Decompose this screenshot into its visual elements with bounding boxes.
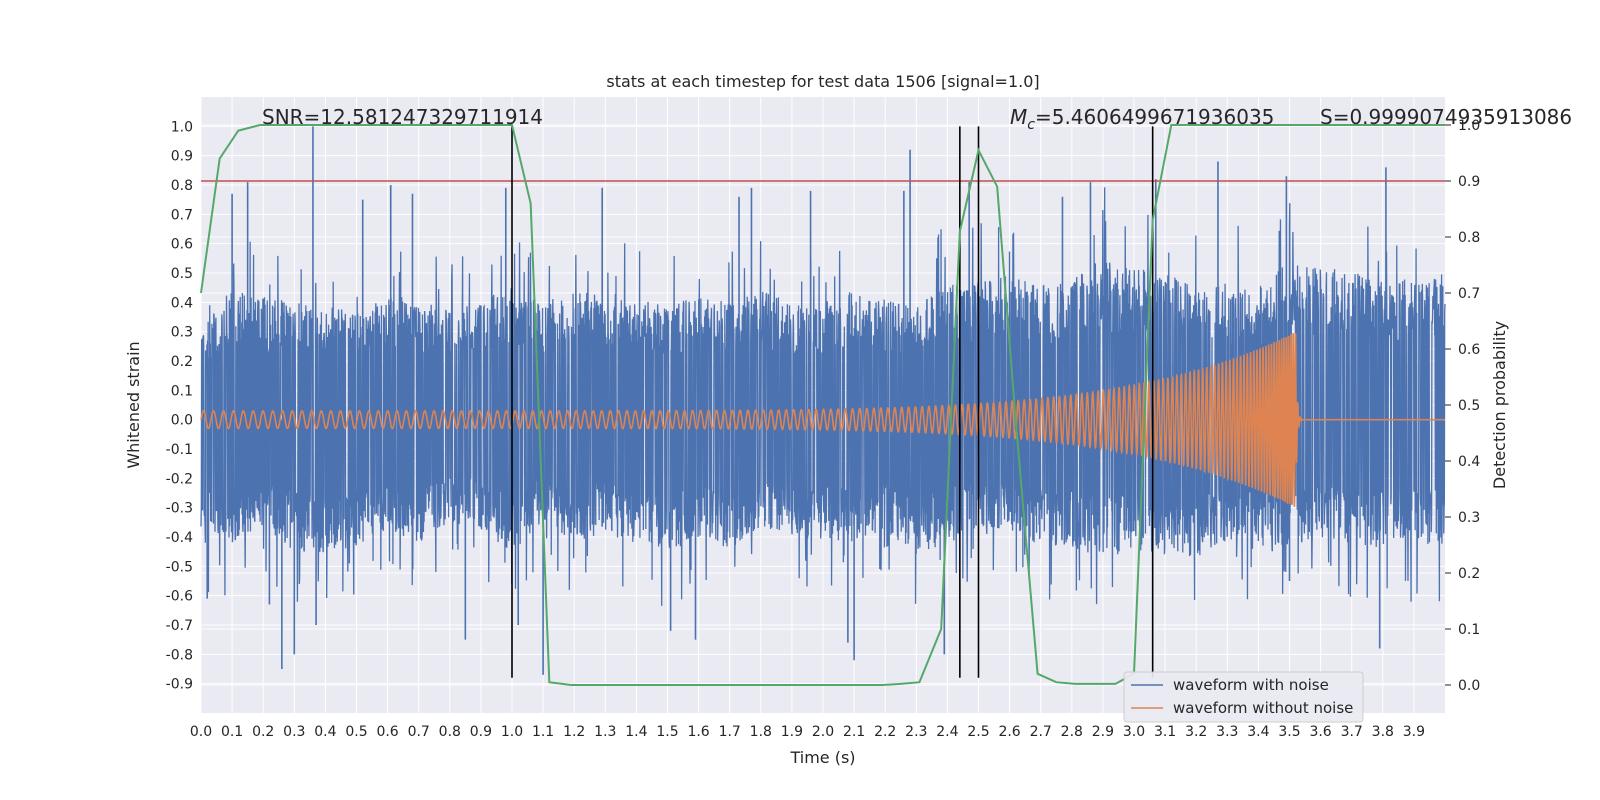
y-tick-label: -0.4 — [166, 530, 193, 546]
x-tick-label: 2.6 — [998, 724, 1020, 740]
x-tick-label: 1.7 — [719, 724, 741, 740]
x-tick-label: 2.7 — [1030, 724, 1052, 740]
series-detection-probability — [200, 124, 1445, 686]
x-tick-label: 2.5 — [967, 724, 989, 740]
x-tick-label: 1.1 — [532, 724, 554, 740]
x-tick-label: 0.4 — [314, 724, 336, 740]
y-tick-label: 0.7 — [171, 207, 193, 223]
right-y-tick-label: 0.5 — [1458, 398, 1480, 414]
x-tick-label: 2.2 — [874, 724, 896, 740]
y-tick-label: -0.2 — [166, 471, 193, 487]
x-tick-label: 0.8 — [439, 724, 461, 740]
x-tick-label: 3.2 — [1185, 724, 1207, 740]
x-tick-label: 0.5 — [345, 724, 367, 740]
right-y-axis-label: Detection probability — [1490, 321, 1509, 489]
y-tick-label: 0.0 — [171, 413, 193, 429]
x-tick-label: 1.2 — [563, 724, 585, 740]
y-tick-label: 0.5 — [171, 266, 193, 282]
x-tick-label: 1.6 — [687, 724, 709, 740]
x-tick-label: 2.3 — [905, 724, 927, 740]
right-y-tick-label: 0.3 — [1458, 510, 1480, 526]
x-tick-label: 3.7 — [1341, 724, 1363, 740]
legend-label-clean: waveform without noise — [1173, 699, 1353, 717]
right-y-tick-label: 0.9 — [1458, 174, 1480, 190]
x-tick-label: 0.7 — [408, 724, 430, 740]
x-tick-label: 0.1 — [221, 724, 243, 740]
x-tick-label: 3.8 — [1372, 724, 1394, 740]
legend-label-noise: waveform with noise — [1173, 676, 1329, 694]
right-y-tick-label: 0.6 — [1458, 342, 1480, 358]
right-y-tick-labels: 0.0 0.1 0.2 0.3 0.4 0.5 0.6 0.7 0.8 0.9 1.0 — [1445, 118, 1480, 694]
s-annotation: S=0.9999074935913086 — [1320, 105, 1572, 129]
y-tick-label: 0.6 — [171, 237, 193, 253]
x-tick-label: 2.4 — [936, 724, 958, 740]
x-tick-label: 1.3 — [594, 724, 616, 740]
right-y-tick-label: 0.1 — [1458, 622, 1480, 638]
y-tick-label: -0.8 — [166, 647, 193, 663]
y-tick-label: -0.6 — [166, 589, 193, 605]
right-y-tick-label: 0.4 — [1458, 454, 1480, 470]
chirp-mass-value: =5.4606499671936035 — [1035, 105, 1274, 129]
right-y-tick-label: 0.8 — [1458, 230, 1480, 246]
snr-annotation: SNR=12.581247329711914 — [262, 105, 543, 129]
y-tick-label: -0.5 — [166, 559, 193, 575]
x-tick-label: 2.8 — [1061, 724, 1083, 740]
chart-title: stats at each timestep for test data 150… — [606, 72, 1039, 91]
x-tick-label: 0.0 — [190, 724, 212, 740]
x-tick-labels: 0.0 0.1 0.2 0.3 0.4 0.5 0.6 0.7 0.8 0.9 1.0 1.1 1.2 1… — [190, 724, 1425, 740]
x-tick-label: 1.0 — [501, 724, 523, 740]
x-axis-label: Time (s) — [789, 748, 855, 767]
x-tick-label: 3.3 — [1216, 724, 1238, 740]
y-tick-label: 0.9 — [171, 149, 193, 165]
clean-trace — [200, 332, 1445, 507]
x-tick-label: 2.1 — [843, 724, 865, 740]
right-y-tick-label: 1.0 — [1458, 118, 1480, 134]
x-tick-label: 3.6 — [1309, 724, 1331, 740]
y-tick-label: 0.3 — [171, 325, 193, 341]
x-tick-label: 0.6 — [376, 724, 398, 740]
x-tick-label: 1.5 — [656, 724, 678, 740]
y-tick-label: 1.0 — [171, 119, 193, 135]
y-tick-label: -0.3 — [166, 501, 193, 517]
x-tick-label: 3.5 — [1278, 724, 1300, 740]
noise-trace — [200, 187, 1446, 606]
probability-trace — [200, 124, 1445, 686]
chirp-mass-annotation: Mc=5.4606499671936035 — [1010, 105, 1274, 133]
x-tick-label: 0.9 — [470, 724, 492, 740]
y-tick-label: -0.1 — [166, 442, 193, 458]
x-tick-label: 3.9 — [1403, 724, 1425, 740]
legend-box — [1123, 671, 1364, 723]
y-axis-label: Whitened strain — [124, 341, 143, 468]
y-tick-label: 0.2 — [171, 354, 193, 370]
y-tick-label: 0.4 — [171, 295, 193, 311]
right-y-tick-label: 0.7 — [1458, 286, 1480, 302]
right-y-tick-label: 0.2 — [1458, 566, 1480, 582]
right-y-tick-label: 0.0 — [1458, 678, 1480, 694]
x-tick-label: 2.0 — [812, 724, 834, 740]
series-waveform-with-noise — [200, 126, 1446, 675]
x-tick-label: 3.1 — [1154, 724, 1176, 740]
y-tick-label: 0.1 — [171, 383, 193, 399]
x-tick-label: 1.9 — [781, 724, 803, 740]
x-tick-label: 1.8 — [750, 724, 772, 740]
y-tick-label: -0.7 — [166, 618, 193, 634]
y-tick-label: 0.8 — [171, 178, 193, 194]
legend: waveform with noise waveform without noi… — [1123, 671, 1364, 723]
chirp-mass-symbol: M — [1010, 105, 1027, 129]
x-tick-label: 1.4 — [625, 724, 647, 740]
series-waveform-without-noise — [200, 332, 1445, 507]
x-tick-label: 0.2 — [252, 724, 274, 740]
chirp-mass-subscript: c — [1027, 117, 1035, 133]
y-tick-label: -0.9 — [166, 677, 193, 693]
x-tick-label: 3.0 — [1123, 724, 1145, 740]
x-tick-label: 3.4 — [1247, 724, 1269, 740]
x-tick-label: 2.9 — [1092, 724, 1114, 740]
y-tick-labels: -0.9 -0.8 -0.7 -0.6 -0.5 -0.4 -0.3 -0.2 -0.1 0.0 0… — [166, 119, 193, 692]
x-tick-label: 0.3 — [283, 724, 305, 740]
